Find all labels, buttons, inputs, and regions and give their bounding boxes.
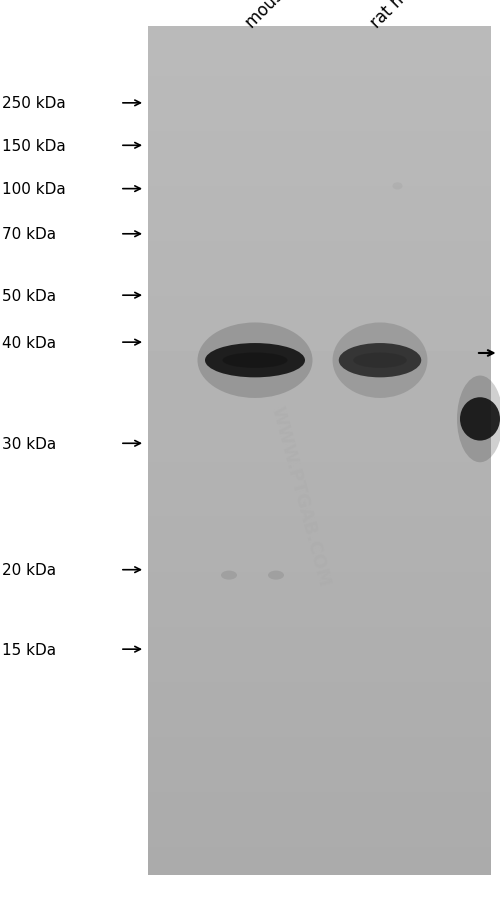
Ellipse shape <box>198 323 312 399</box>
Text: mouse heart: mouse heart <box>242 0 330 32</box>
Text: 50 kDa: 50 kDa <box>2 289 56 303</box>
Text: 20 kDa: 20 kDa <box>2 563 56 577</box>
Text: 30 kDa: 30 kDa <box>2 437 57 451</box>
Text: 100 kDa: 100 kDa <box>2 182 66 197</box>
Text: 70 kDa: 70 kDa <box>2 227 56 242</box>
Ellipse shape <box>353 353 407 369</box>
Ellipse shape <box>222 353 288 369</box>
Ellipse shape <box>268 571 284 580</box>
Text: 40 kDa: 40 kDa <box>2 336 56 350</box>
Text: rat heart: rat heart <box>368 0 432 32</box>
Ellipse shape <box>460 398 500 441</box>
Ellipse shape <box>332 323 428 399</box>
Ellipse shape <box>392 183 402 190</box>
Ellipse shape <box>339 344 421 378</box>
Ellipse shape <box>457 376 500 463</box>
Ellipse shape <box>205 344 305 378</box>
Text: 250 kDa: 250 kDa <box>2 97 66 111</box>
Ellipse shape <box>221 571 237 580</box>
Text: 150 kDa: 150 kDa <box>2 139 66 153</box>
Text: 15 kDa: 15 kDa <box>2 642 56 657</box>
Text: WWW.PTGAB.COM: WWW.PTGAB.COM <box>267 404 333 588</box>
